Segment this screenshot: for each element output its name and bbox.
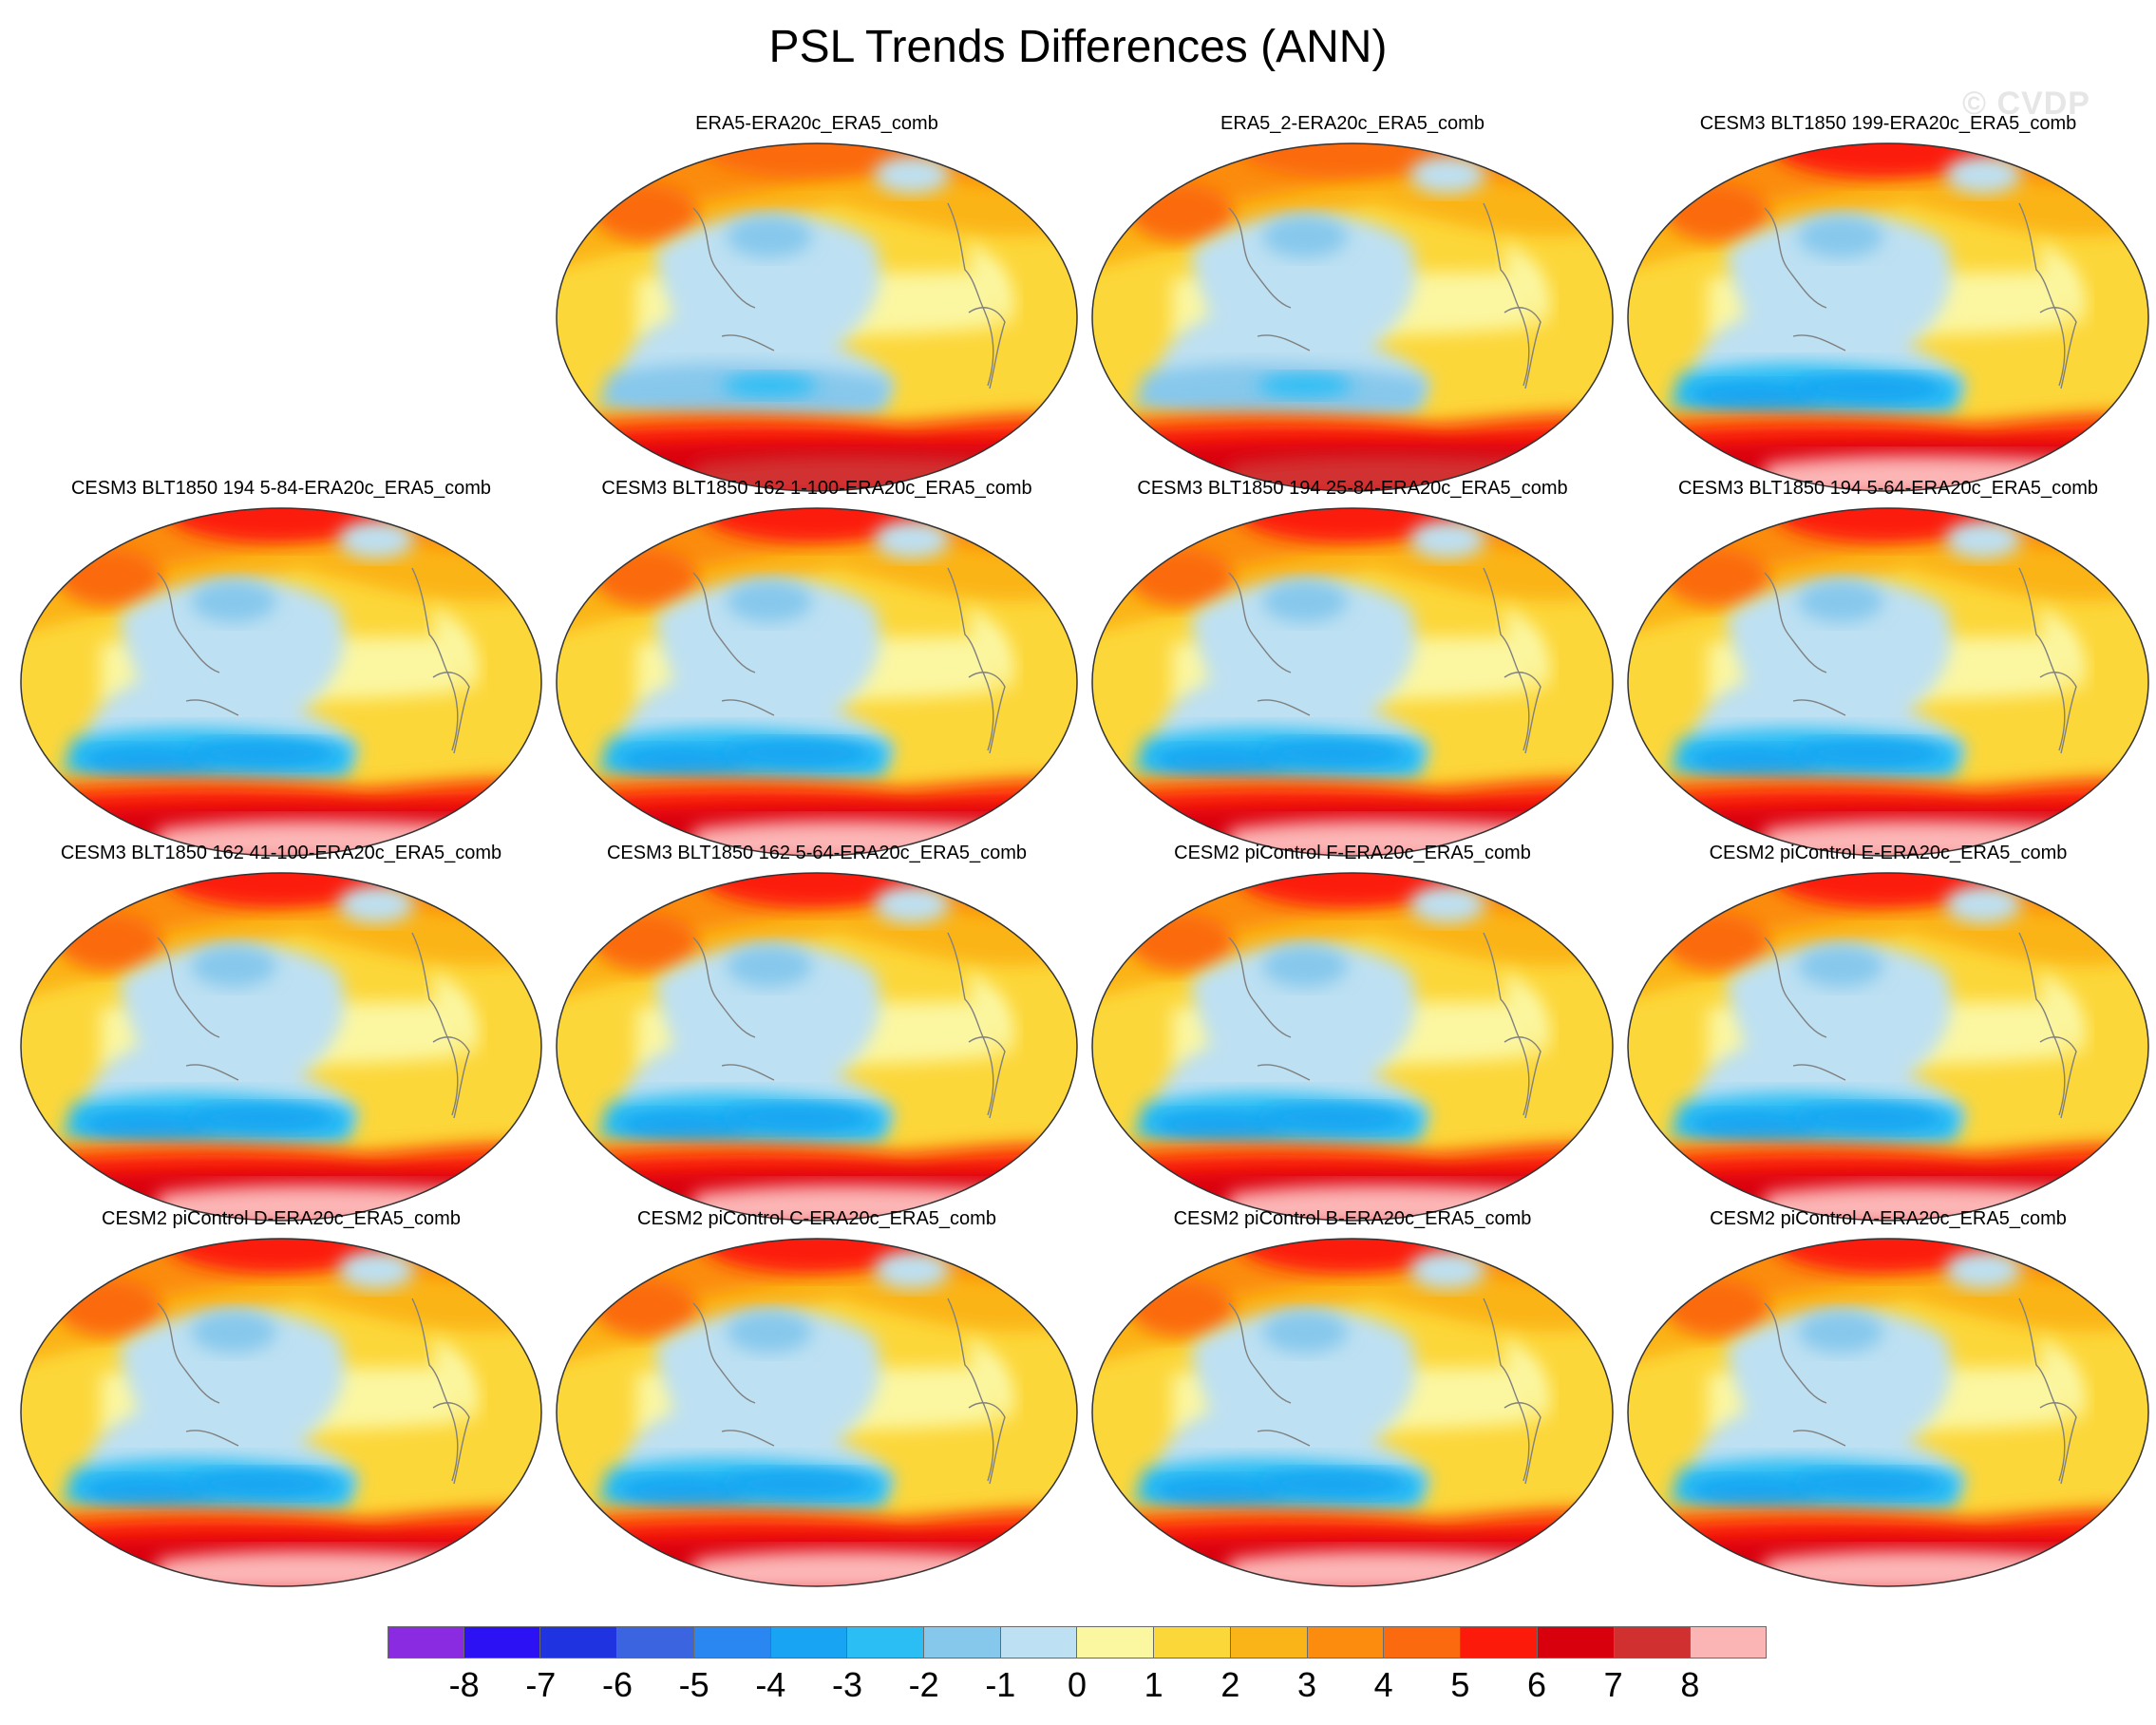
psl-trend-map — [20, 507, 542, 857]
panel-title: CESM3 BLT1850 194 5-84-ERA20c_ERA5_comb — [70, 478, 492, 499]
map-panel: ERA5_2-ERA20c_ERA5_comb — [1087, 112, 1618, 497]
colorbar-swatch — [1230, 1626, 1308, 1659]
colorbar-tick-label: -3 — [831, 1665, 862, 1704]
psl-trend-map — [1627, 507, 2149, 857]
colorbar-swatch — [1000, 1626, 1078, 1659]
panel-title: CESM3 BLT1850 194 25-84-ERA20c_ERA5_comb — [1137, 478, 1568, 499]
map-panel: ERA5-ERA20c_ERA5_comb — [551, 112, 1083, 497]
map-panel: CESM3 BLT1850 162 41-100-ERA20c_ERA5_com… — [15, 842, 547, 1226]
colorbar-tick-label: -6 — [601, 1665, 633, 1704]
colorbar-swatch — [1461, 1626, 1538, 1659]
psl-trend-map — [1627, 872, 2149, 1222]
colorbar-swatch — [540, 1626, 618, 1659]
panel-title: CESM3 BLT1850 162 41-100-ERA20c_ERA5_com… — [60, 843, 502, 863]
colorbar-tick-label: 3 — [1296, 1665, 1317, 1704]
colorbar-swatch — [847, 1626, 925, 1659]
colorbar-tick-label: -4 — [755, 1665, 786, 1704]
psl-trend-map — [1091, 872, 1614, 1222]
colorbar-tick-label: -1 — [985, 1665, 1016, 1704]
map-panel: CESM3 BLT1850 162 5-64-ERA20c_ERA5_comb — [551, 842, 1083, 1226]
colorbar-tick-label: 6 — [1526, 1665, 1547, 1704]
psl-trend-map — [556, 507, 1078, 857]
colorbar-labels: -8 -7 -6 -5 -4 -3 -2 -1 0 1 2 3 4 5 6 7 8 — [388, 1664, 1767, 1706]
colorbar-tick-label: 0 — [1067, 1665, 1087, 1704]
colorbar-swatch — [1691, 1626, 1767, 1659]
map-panel: CESM2 piControl F-ERA20c_ERA5_comb — [1087, 842, 1618, 1226]
panel-title: CESM2 piControl D-ERA20c_ERA5_comb — [102, 1208, 461, 1229]
map-panel: CESM3 BLT1850 194 5-64-ERA20c_ERA5_comb — [1622, 477, 2154, 862]
colorbar-swatch — [388, 1626, 464, 1659]
cvdp-watermark: © CVDP — [1962, 85, 2090, 122]
colorbar-swatch — [693, 1626, 771, 1659]
colorbar-swatch — [1307, 1626, 1385, 1659]
colorbar-swatch — [770, 1626, 848, 1659]
colorbar-tick-label: 4 — [1373, 1665, 1393, 1704]
colorbar-tick-label: 2 — [1220, 1665, 1240, 1704]
colorbar-tick-label: -7 — [525, 1665, 557, 1704]
colorbar-swatch — [1154, 1626, 1231, 1659]
psl-trend-map — [20, 872, 542, 1222]
colorbar-swatch — [1537, 1626, 1615, 1659]
map-panel: CESM2 piControl A-ERA20c_ERA5_comb — [1622, 1207, 2154, 1592]
psl-trend-map — [556, 142, 1078, 492]
map-panel: CESM2 piControl D-ERA20c_ERA5_comb — [15, 1207, 547, 1592]
map-panel: CESM3 BLT1850 199-ERA20c_ERA5_comb — [1622, 112, 2154, 497]
psl-trend-map — [1627, 1238, 2149, 1587]
colorbar-swatch — [1384, 1626, 1462, 1659]
colorbar-tick-label: -5 — [678, 1665, 709, 1704]
map-panel: CESM3 BLT1850 194 5-84-ERA20c_ERA5_comb — [15, 477, 547, 862]
panel-title: CESM2 piControl A-ERA20c_ERA5_comb — [1710, 1208, 2067, 1229]
psl-trend-map — [20, 1238, 542, 1587]
colorbar-tick-label: -8 — [448, 1665, 480, 1704]
panel-title: CESM3 BLT1850 194 5-64-ERA20c_ERA5_comb — [1677, 478, 2099, 499]
map-panel: CESM2 piControl E-ERA20c_ERA5_comb — [1622, 842, 2154, 1226]
panel-title: CESM2 piControl F-ERA20c_ERA5_comb — [1174, 843, 1531, 863]
panel-title: CESM3 BLT1850 199-ERA20c_ERA5_comb — [1699, 113, 2077, 134]
panel-title: CESM3 BLT1850 162 5-64-ERA20c_ERA5_comb — [606, 843, 1028, 863]
psl-trend-map — [556, 872, 1078, 1222]
psl-trend-map — [1091, 507, 1614, 857]
map-panel: CESM3 BLT1850 162 1-100-ERA20c_ERA5_comb — [551, 477, 1083, 862]
colorbar-swatch — [924, 1626, 1001, 1659]
colorbar-tick-label: 1 — [1144, 1665, 1163, 1704]
colorbar-swatch — [617, 1626, 694, 1659]
figure-title: PSL Trends Differences (ANN) — [768, 22, 1388, 72]
panel-title: ERA5-ERA20c_ERA5_comb — [695, 113, 938, 134]
colorbar — [388, 1626, 1767, 1659]
panel-title: ERA5_2-ERA20c_ERA5_comb — [1220, 113, 1485, 134]
psl-trend-map — [556, 1238, 1078, 1587]
map-panel: CESM2 piControl C-ERA20c_ERA5_comb — [551, 1207, 1083, 1592]
psl-trend-map — [1091, 142, 1614, 492]
map-panel: CESM3 BLT1850 194 25-84-ERA20c_ERA5_comb — [1087, 477, 1618, 862]
panel-title: CESM2 piControl E-ERA20c_ERA5_comb — [1709, 843, 2068, 863]
colorbar-tick-label: -2 — [908, 1665, 939, 1704]
panel-title: CESM2 piControl B-ERA20c_ERA5_comb — [1173, 1208, 1532, 1229]
map-panel: CESM2 piControl B-ERA20c_ERA5_comb — [1087, 1207, 1618, 1592]
psl-trend-map — [1091, 1238, 1614, 1587]
colorbar-swatch — [1614, 1626, 1692, 1659]
colorbar-swatch — [1077, 1626, 1155, 1659]
colorbar-tick-label: 8 — [1680, 1665, 1700, 1704]
psl-trend-map — [1627, 142, 2149, 492]
panel-title: CESM3 BLT1850 162 1-100-ERA20c_ERA5_comb — [601, 478, 1032, 499]
panel-title: CESM2 piControl C-ERA20c_ERA5_comb — [637, 1208, 996, 1229]
colorbar-tick-label: 5 — [1450, 1665, 1470, 1704]
colorbar-tick-label: 7 — [1603, 1665, 1623, 1704]
colorbar-swatch — [463, 1626, 541, 1659]
